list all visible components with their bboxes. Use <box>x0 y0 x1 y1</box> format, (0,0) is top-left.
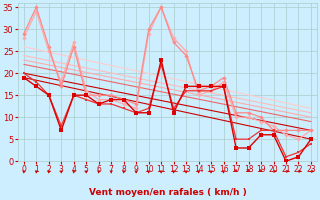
X-axis label: Vent moyen/en rafales ( km/h ): Vent moyen/en rafales ( km/h ) <box>89 188 246 197</box>
